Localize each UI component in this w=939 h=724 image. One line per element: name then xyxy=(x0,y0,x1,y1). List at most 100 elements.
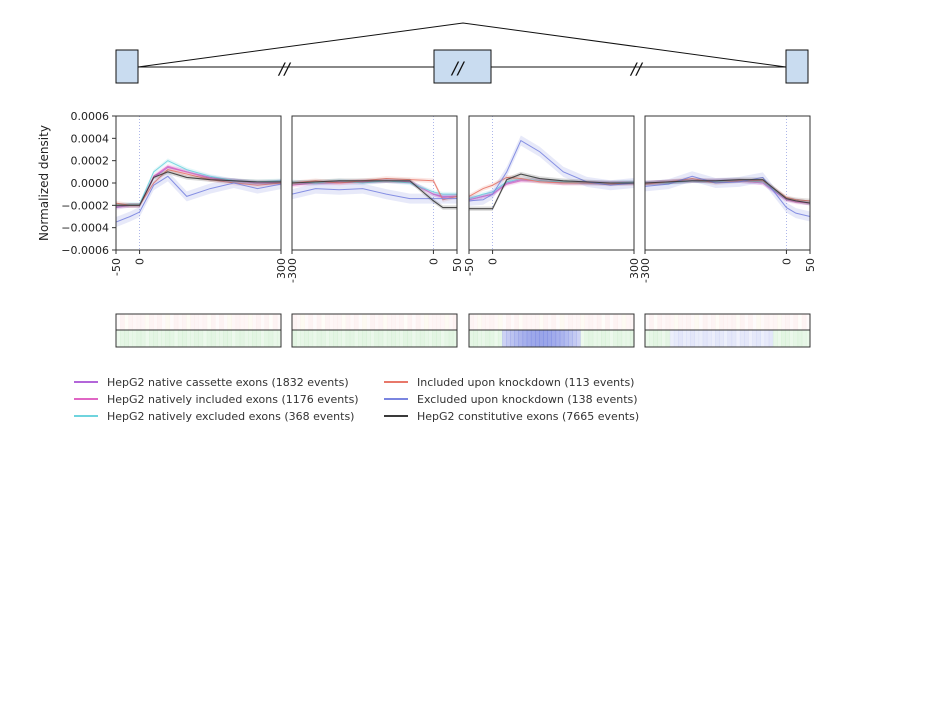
strip-cell-bottom xyxy=(403,330,408,347)
strip-cell-bottom xyxy=(506,330,511,347)
strip-cell-top xyxy=(805,314,811,330)
strip-cell-bottom xyxy=(206,330,212,347)
series-band xyxy=(469,178,634,202)
strip-cell-bottom xyxy=(140,330,146,347)
strip-cell-bottom xyxy=(686,330,691,347)
strip-cell-top xyxy=(333,314,338,330)
strip-cell-bottom xyxy=(785,330,790,347)
strip-cell-bottom xyxy=(333,330,338,347)
strip-cell-top xyxy=(411,314,417,330)
strip-cell-bottom xyxy=(539,330,544,347)
strip-cell-bottom xyxy=(764,330,770,347)
series-band xyxy=(469,135,634,206)
strip-cell-bottom xyxy=(173,330,179,347)
strip-cell-bottom xyxy=(772,330,778,347)
strip-cell-top xyxy=(386,314,392,330)
strip-cell-bottom xyxy=(596,330,602,347)
strip-cell-top xyxy=(629,314,635,330)
y-axis-label: Normalized density xyxy=(37,125,51,241)
strip-cell-bottom xyxy=(469,330,474,347)
strip-cell-top xyxy=(219,314,224,330)
strip-cell-top xyxy=(419,314,425,330)
strip-cell-top xyxy=(777,314,782,330)
strip-cell-bottom xyxy=(493,330,499,347)
y-tick-label: 0.0004 xyxy=(71,132,110,145)
strip-cell-top xyxy=(444,314,450,330)
strip-cell-top xyxy=(514,314,519,330)
strip-cell-bottom xyxy=(116,330,121,347)
strip-cell-bottom xyxy=(374,330,380,347)
strip-cell-top xyxy=(329,314,334,330)
strip-cell-top xyxy=(485,314,491,330)
strip-cell-bottom xyxy=(419,330,425,347)
strip-cell-top xyxy=(378,314,384,330)
strip-cell-bottom xyxy=(320,330,326,347)
strip-cell-bottom xyxy=(424,330,429,347)
strip-cell-top xyxy=(522,314,528,330)
strip-cell-top xyxy=(428,314,433,330)
strip-cell-top xyxy=(292,314,297,330)
strip-cell-bottom xyxy=(723,330,728,347)
strip-cell-bottom xyxy=(243,330,249,347)
strip-cell-bottom xyxy=(543,330,548,347)
strip-cell-top xyxy=(744,314,749,330)
strip-cell-bottom xyxy=(202,330,208,347)
strip-cell-top xyxy=(448,314,454,330)
strip-cell-top xyxy=(678,314,683,330)
strip-cell-bottom xyxy=(793,330,799,347)
strip-cell-top xyxy=(698,314,704,330)
legend-label: Excluded upon knockdown (138 events) xyxy=(417,393,638,406)
strip-cell-bottom xyxy=(308,330,314,347)
strip-cell-top xyxy=(136,314,142,330)
strip-cell-top xyxy=(243,314,249,330)
strip-cell-bottom xyxy=(526,330,532,347)
series-band xyxy=(116,167,281,208)
strip-cell-bottom xyxy=(252,330,257,347)
panel-upstream-exon-end: 0.0006 0.0004 0.0002 0.0000 −0.0002 −0.0004 −0… xyxy=(61,110,288,279)
strip-cell-bottom xyxy=(502,330,507,347)
strip-cell-top xyxy=(530,314,536,330)
strip-cell-top xyxy=(272,314,278,330)
strip-cell-bottom xyxy=(366,330,371,347)
strip-cell-bottom xyxy=(227,330,232,347)
series-band xyxy=(292,178,457,199)
strip-cell-bottom xyxy=(572,330,577,347)
panel-cassette-exon-end: -50 0 300 xyxy=(463,115,641,279)
strip-cell-bottom xyxy=(609,330,614,347)
panel-frame xyxy=(644,115,811,251)
strip-cell-top xyxy=(785,314,790,330)
strip-cell-top xyxy=(325,314,330,330)
strip-cell-top xyxy=(781,314,786,330)
strip-cell-top xyxy=(177,314,183,330)
strip-cell-top xyxy=(576,314,581,330)
series-line-4 xyxy=(115,175,282,223)
x-tick-label: -300 xyxy=(639,258,652,283)
strip-cell-bottom xyxy=(407,330,413,347)
x-tick-label: -50 xyxy=(463,258,476,276)
strip-cell-top xyxy=(260,314,265,330)
strip-cell-bottom xyxy=(428,330,433,347)
series-band xyxy=(469,171,634,211)
strip-cell-top xyxy=(727,314,733,330)
strip-cell-bottom xyxy=(210,330,216,347)
strip-cell-bottom xyxy=(219,330,224,347)
strip-cell-bottom xyxy=(386,330,392,347)
strip-cell-bottom xyxy=(665,330,671,347)
strip-cell-top xyxy=(440,314,446,330)
strip-cell-top xyxy=(210,314,216,330)
strip-cell-top xyxy=(572,314,577,330)
strip-cell-top xyxy=(415,314,421,330)
strip-cell-top xyxy=(235,314,241,330)
x-tick-label: 300 xyxy=(275,258,288,279)
strip-cell-top xyxy=(157,314,162,330)
strip-cell-bottom xyxy=(264,330,270,347)
legend-column-left: HepG2 native cassette exons (1832 events… xyxy=(74,374,359,425)
strip-cell-bottom xyxy=(682,330,687,347)
strip-cell-bottom xyxy=(661,330,667,347)
strip-cell-top xyxy=(296,314,301,330)
strip-cell-top xyxy=(547,314,552,330)
strip-cell-top xyxy=(452,314,458,330)
strip-cell-top xyxy=(502,314,507,330)
strip-cell-bottom xyxy=(535,330,540,347)
strip-cell-top xyxy=(584,314,590,330)
